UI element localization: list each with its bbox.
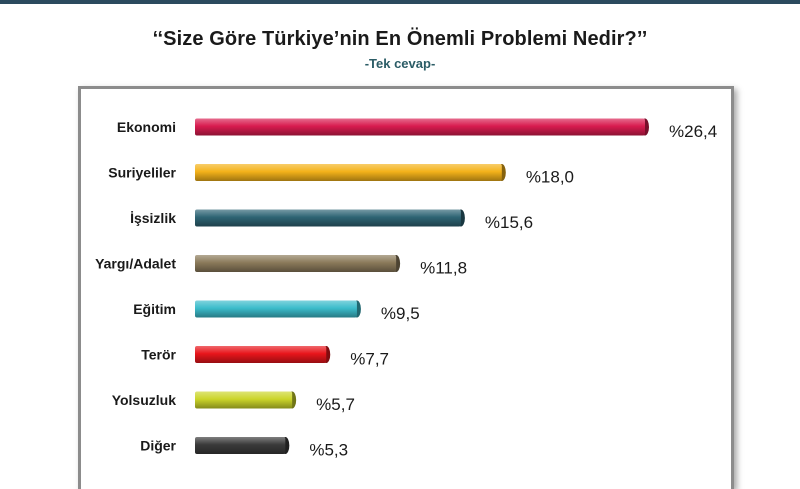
bar-chart: Ekonomi %26,4 Suriyeliler %18,0 İşsizlik %15,… (95, 118, 717, 460)
category-label: Ekonomi (117, 119, 176, 135)
category-label: Diğer (140, 438, 176, 454)
chart-subtitle: -Tek cevap- (364, 56, 436, 71)
value-label: %9,5 (381, 304, 420, 323)
category-label: İşsizlik (130, 210, 176, 226)
category-label: Terör (141, 347, 176, 363)
bar (195, 346, 327, 363)
top-rule (0, 0, 800, 4)
category-label: Yolsuzluk (112, 392, 177, 408)
bar (195, 118, 645, 136)
value-label: %7,7 (350, 350, 389, 369)
bar (195, 209, 461, 227)
category-label: Suriyeliler (108, 165, 176, 181)
bar (195, 391, 293, 409)
value-label: %5,3 (309, 441, 348, 460)
bar (195, 300, 357, 318)
category-label: Yargı/Adalet (95, 256, 176, 272)
bar (195, 255, 397, 272)
value-label: %26,4 (669, 122, 717, 141)
value-label: %15,6 (485, 213, 533, 232)
chart-frame (78, 86, 734, 489)
bar (195, 164, 502, 181)
bar (195, 437, 286, 454)
chart-title: ‘‘Size Göre Türkiye’nin En Önemli Proble… (152, 28, 648, 50)
value-label: %18,0 (526, 168, 574, 187)
value-label: %5,7 (316, 395, 355, 414)
category-label: Eğitim (133, 301, 176, 317)
value-label: %11,8 (420, 259, 467, 278)
